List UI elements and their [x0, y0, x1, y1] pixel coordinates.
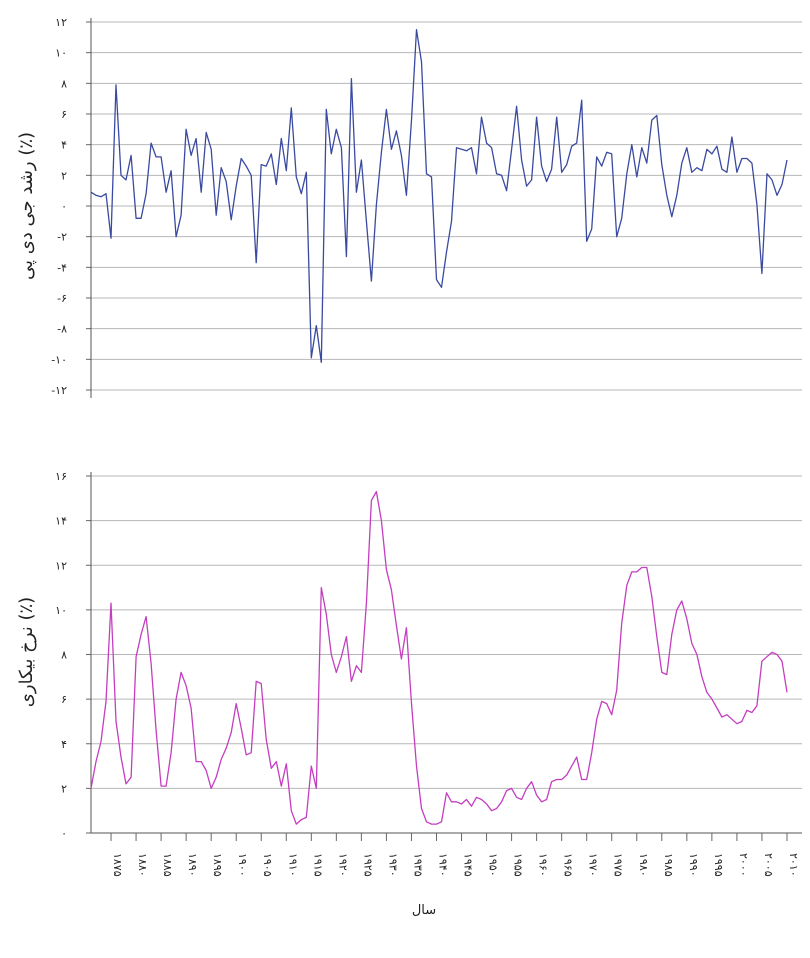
- x-tick-label: ۱۹۱۰: [286, 853, 299, 877]
- x-tick-label: ۲۰۱۰: [787, 853, 800, 877]
- y-axis-label: رشد جی دی پی (٪): [16, 132, 37, 280]
- x-tick-label: ۱۹۴۵: [462, 853, 475, 877]
- x-tick-label: ۱۹۳۵: [411, 853, 424, 877]
- y-tick-label: ۲: [61, 169, 67, 182]
- series-line: [90, 490, 788, 825]
- x-tick-label: ۱۸۸۵: [161, 853, 174, 877]
- y-tick-label: -۱۲: [51, 384, 67, 397]
- y-tick-label: ۰: [61, 200, 67, 213]
- y-tick-label: ۱۲: [55, 16, 67, 29]
- x-tick-label: ۲۰۰۵: [762, 853, 775, 877]
- y-tick-label: ۴: [61, 139, 67, 152]
- x-tick-label: ۱۹۸۵: [662, 853, 675, 877]
- x-tick-label: ۲۰۰۰: [737, 853, 750, 877]
- y-tick-label: ۱۰: [55, 47, 67, 60]
- y-tick-label: -۲: [57, 231, 67, 244]
- x-tick-label: ۱۹۵۰: [487, 853, 500, 877]
- y-tick-label: -۸: [57, 323, 67, 336]
- x-tick-label: ۱۹۸۰: [637, 853, 650, 877]
- x-tick-label: ۱۹۴۰: [436, 853, 449, 877]
- y-tick-label: ۸: [61, 77, 67, 90]
- y-tick-label: ۶: [61, 693, 67, 706]
- y-tick-label: ۱۴: [55, 515, 67, 528]
- y-tick-label: ۱۶: [55, 470, 67, 483]
- y-tick-label: -۱۰: [51, 353, 67, 366]
- y-tick-label: ۶: [61, 108, 67, 121]
- x-tick-label: ۱۹۶۰: [537, 853, 550, 877]
- x-tick-label: ۱۸۹۵: [211, 853, 224, 877]
- y-tick-label: ۱۰: [55, 604, 67, 617]
- series-line: [90, 29, 788, 364]
- x-tick-label: ۱۹۲۵: [361, 853, 374, 877]
- x-tick-label: ۱۸۷۵: [111, 853, 124, 877]
- x-tick-label: ۱۹۳۰: [386, 853, 399, 877]
- x-tick-label: ۱۹۶۵: [562, 853, 575, 877]
- x-tick-label: ۱۹۰۵: [261, 853, 274, 877]
- y-tick-label: ۴: [61, 738, 67, 751]
- y-axis-label: نرخ بیکاری (٪): [16, 597, 37, 707]
- y-tick-label: ۲: [61, 782, 67, 795]
- x-tick-label: ۱۹۵۵: [512, 853, 525, 877]
- x-tick-label: ۱۹۰۰: [236, 853, 249, 877]
- y-tick-label: -۴: [57, 261, 67, 274]
- x-axis-label: سال: [412, 903, 436, 918]
- x-tick-label: ۱۹۷۵: [612, 853, 625, 877]
- x-tick-label: ۱۹۱۵: [311, 853, 324, 877]
- x-tick-label: ۱۹۹۰: [687, 853, 700, 877]
- y-tick-label: -۶: [57, 292, 67, 305]
- gdp-growth-chart: ۱۲ ۱۰ ۸ ۶ ۴ ۲ ۰ -۲ -۴ -۶ -۸ -۱۰ -۱۲ رشد جی دی پی (٪): [16, 16, 802, 398]
- x-tick-label: ۱۹۹۵: [712, 853, 725, 877]
- y-tick-label: ۸: [61, 649, 67, 662]
- unemployment-rate-chart: ۱۶ ۱۴ ۱۲ ۱۰ ۸ ۶ ۴ ۲ ۰ نرخ بیکاری (٪) ۱۸۷۵ ۱۸۸۰ ۱۸۸۵ ۱…: [16, 470, 802, 918]
- x-tick-label: ۱۹۷۰: [587, 853, 600, 877]
- x-tick-label: ۱۹۲۰: [336, 853, 349, 877]
- x-tick-label: ۱۸۸۰: [136, 853, 149, 877]
- y-tick-label: ۰: [61, 827, 67, 840]
- y-tick-label: ۱۲: [55, 559, 67, 572]
- x-tick-label: ۱۸۹۰: [186, 853, 199, 877]
